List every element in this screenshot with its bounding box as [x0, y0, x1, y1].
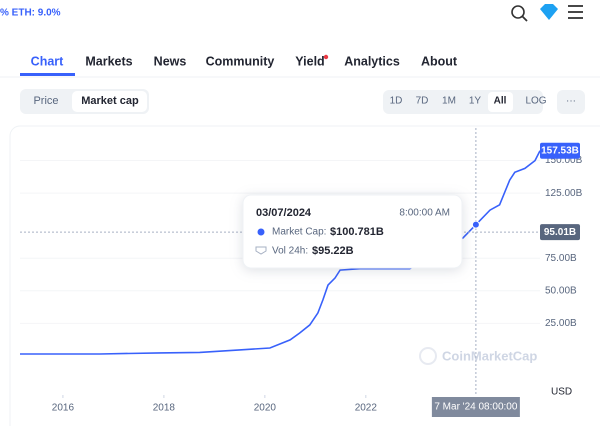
search-icon[interactable]	[511, 5, 528, 22]
range-option[interactable]: 7D	[416, 96, 429, 107]
range-option[interactable]: 1M	[442, 96, 456, 107]
tooltip-vol-icon	[255, 246, 267, 255]
price-label: 157.53B	[541, 145, 579, 156]
x-tick-label: 2022	[355, 403, 378, 414]
x-tick-label: 2020	[254, 403, 277, 414]
watermark: CoinMarketCap	[442, 348, 537, 363]
tab[interactable]: Chart	[31, 54, 64, 68]
tooltip-name: Vol 24h:	[272, 246, 308, 257]
watermark-logo	[419, 347, 437, 365]
x-tick-label: 2016	[52, 403, 75, 414]
y-tick-label: 150.00B	[545, 155, 583, 166]
x-tick-label: 2018	[153, 403, 176, 414]
tooltip-name: Market Cap:	[272, 227, 326, 238]
y-tick-label: 50.00B	[545, 285, 577, 296]
menu-icon[interactable]	[568, 5, 583, 19]
more-button[interactable]	[557, 90, 585, 114]
tooltip-time: 8:00:00 AM	[399, 208, 450, 219]
more-dots: ···	[566, 96, 576, 107]
crosshair-label: 7 Mar '24 08:00:00	[434, 402, 518, 413]
range-bg	[383, 90, 543, 114]
toggle-option[interactable]: Market cap	[81, 95, 139, 107]
y-tick-label: 125.00B	[545, 188, 583, 199]
yield-dot	[323, 54, 329, 60]
range-option[interactable]: All	[494, 96, 507, 107]
range-option[interactable]: LOG	[525, 96, 546, 107]
y-tick-label: 25.00B	[545, 318, 577, 329]
ticker: % ETH: 9.0%	[0, 8, 61, 19]
diamond-icon[interactable]	[540, 4, 558, 20]
active-tab-underline	[20, 73, 75, 76]
crosshair-label-bg	[431, 397, 520, 417]
range-option[interactable]: 1D	[390, 96, 403, 107]
y-tick-label: 75.00B	[545, 253, 577, 264]
price-label-bg	[540, 142, 580, 159]
tab[interactable]: Markets	[85, 54, 132, 68]
hover-point	[471, 220, 480, 229]
chart-frame	[9, 125, 600, 431]
tab[interactable]: About	[421, 54, 458, 68]
price-label: 95.01B	[544, 227, 576, 238]
tooltip-value: $95.22B	[312, 245, 354, 257]
tab[interactable]: Community	[206, 54, 275, 68]
price-label-bg	[540, 224, 580, 241]
tab[interactable]: News	[154, 54, 187, 68]
range-selected	[488, 92, 513, 112]
tab[interactable]: Yield	[295, 54, 324, 68]
tooltip-value: $100.781B	[330, 226, 384, 238]
toggle-selected	[72, 91, 147, 112]
toggle-option[interactable]: Price	[33, 95, 58, 107]
tooltip-bg	[242, 194, 463, 269]
tab[interactable]: Analytics	[344, 54, 400, 68]
tooltip-dot	[257, 228, 265, 236]
y-unit: USD	[551, 387, 572, 398]
range-option[interactable]: 1Y	[469, 96, 482, 107]
market-cap-line	[20, 150, 541, 355]
tooltip-date: 03/07/2024	[256, 207, 312, 219]
